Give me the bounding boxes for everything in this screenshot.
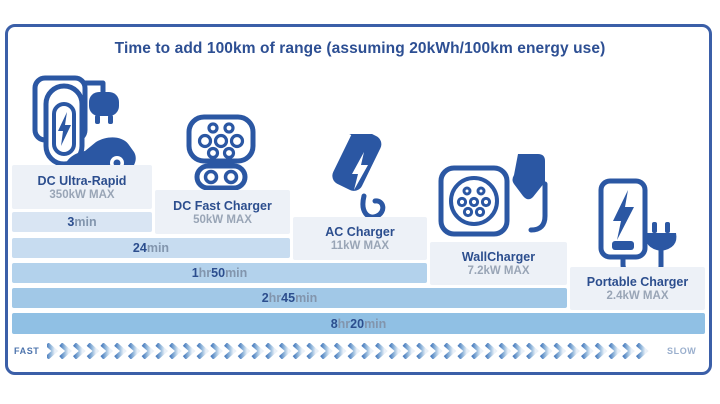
charger-name: Portable Charger <box>586 275 689 289</box>
speed-chevrons-icon <box>47 343 649 359</box>
charger-power: 2.4kW MAX <box>606 290 669 302</box>
time-value: 3 <box>67 215 75 229</box>
label-dc-fast-charger: DC Fast Charger 50kW MAX <box>155 190 290 234</box>
time-value: 1 <box>191 266 199 280</box>
chart-title: Time to add 100km of range (assuming 20k… <box>114 40 606 57</box>
time-unit: hr <box>268 291 282 305</box>
wall-charger-icon <box>438 154 548 237</box>
dc-fast-charger-icon <box>186 114 256 190</box>
time-bar-dc-ultra-rapid: 3 min <box>12 212 152 232</box>
label-wall-charger: WallCharger 7.2kW MAX <box>430 242 567 285</box>
charger-power: 350kW MAX <box>49 188 115 201</box>
time-unit: hr <box>337 316 351 331</box>
time-bar-ac-charger: 1 hr 50 min <box>12 263 427 283</box>
charger-power: 7.2kW MAX <box>467 265 530 277</box>
time-bar-dc-fast-charger: 24 min <box>12 238 290 258</box>
label-portable-charger: Portable Charger 2.4kW MAX <box>570 267 705 310</box>
time-value: 24 <box>132 241 147 255</box>
portable-charger-icon <box>598 178 677 274</box>
charger-power: 11kW MAX <box>330 240 390 252</box>
time-value: 2 <box>261 291 269 305</box>
time-bar-wall-charger: 2 hr 45 min <box>12 288 567 308</box>
time-unit: min <box>74 215 97 229</box>
charger-name: DC Fast Charger <box>173 198 272 213</box>
charger-name: WallCharger <box>461 250 536 264</box>
slow-label: SLOW <box>667 346 697 356</box>
label-dc-ultra-rapid: DC Ultra-Rapid 350kW MAX <box>12 165 152 209</box>
charger-name: DC Ultra-Rapid <box>37 173 127 188</box>
time-unit: hr <box>198 266 212 280</box>
dc-ultra-rapid-icon <box>32 75 136 172</box>
time-bar-portable-charger: 8 hr 20 min <box>12 313 705 334</box>
fast-label: FAST <box>14 346 40 356</box>
charger-power: 50kW MAX <box>193 213 252 226</box>
time-unit: min <box>146 241 170 255</box>
charger-name: AC Charger <box>325 225 395 239</box>
label-ac-charger: AC Charger 11kW MAX <box>293 217 427 260</box>
ac-charger-icon <box>332 134 386 220</box>
time-value: 8 <box>330 316 338 331</box>
